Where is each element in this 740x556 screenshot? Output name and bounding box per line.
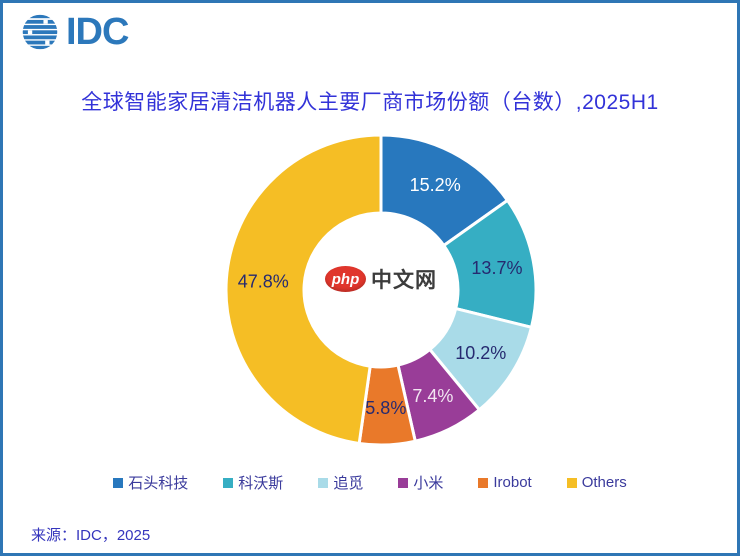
slice-label-1: 13.7%	[471, 258, 522, 278]
legend-item-3: 小米	[398, 472, 443, 493]
legend-label: 追觅	[333, 475, 364, 492]
php-cn-watermark-text: 中文网	[371, 269, 437, 292]
legend-swatch	[113, 477, 124, 488]
legend-swatch	[318, 477, 329, 488]
legend-swatch	[566, 477, 577, 488]
legend-label: 石头科技	[128, 475, 189, 492]
source-note: 来源：IDC，2025	[31, 527, 151, 544]
slice-label-2: 10.2%	[455, 343, 506, 363]
donut-chart: 15.2% 13.7% 10.2% 7.4% 5.8% 47.8%	[224, 133, 538, 447]
slice-label-3: 7.4%	[412, 386, 453, 406]
php-logo-badge: php	[325, 266, 366, 292]
legend-label: 科沃斯	[238, 475, 284, 492]
legend-item-5: Others	[566, 474, 627, 491]
chart-legend: 石头科技 科沃斯 追觅 小米 Irobot Others	[3, 472, 737, 493]
idc-logo-text: IDC	[66, 11, 129, 53]
legend-label: Irobot	[493, 474, 532, 491]
slice-label-4: 5.8%	[365, 398, 406, 418]
idc-globe-icon	[22, 14, 58, 50]
idc-logo: IDC	[21, 11, 129, 53]
legend-label: 小米	[413, 475, 444, 492]
legend-swatch	[478, 477, 489, 488]
legend-item-4: Irobot	[478, 474, 532, 491]
slice-label-0: 15.2%	[410, 175, 461, 195]
slice-label-5: 47.8%	[238, 272, 289, 292]
donut-slice-5	[224, 133, 383, 446]
legend-swatch	[223, 477, 234, 488]
legend-swatch	[398, 477, 409, 488]
php-cn-watermark: php 中文网	[325, 264, 437, 294]
legend-item-0: 石头科技	[113, 472, 188, 493]
legend-item-1: 科沃斯	[223, 472, 283, 493]
chart-title: 全球智能家居清洁机器人主要厂商市场份额（台数）,2025H1	[81, 91, 659, 114]
legend-item-2: 追觅	[318, 472, 363, 493]
legend-label: Others	[581, 474, 627, 491]
